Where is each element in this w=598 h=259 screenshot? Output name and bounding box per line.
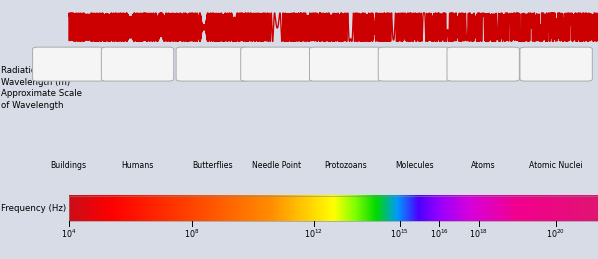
FancyBboxPatch shape	[240, 47, 313, 81]
FancyBboxPatch shape	[447, 47, 519, 81]
Text: Atomic Nuclei: Atomic Nuclei	[529, 161, 583, 170]
Text: Radiation Type
Wavelength (m): Radiation Type Wavelength (m)	[1, 66, 71, 87]
FancyBboxPatch shape	[102, 47, 173, 81]
Text: $10^{18}$: $10^{18}$	[469, 228, 489, 240]
Text: $10^{15}$: $10^{15}$	[390, 228, 409, 240]
FancyBboxPatch shape	[378, 47, 451, 81]
Text: $10^8$: $10^8$	[184, 228, 199, 240]
Text: Approximate Scale
of Wavelength: Approximate Scale of Wavelength	[1, 89, 82, 110]
Text: $10^{20}$: $10^{20}$	[546, 228, 565, 240]
Bar	[69, 196, 598, 221]
FancyBboxPatch shape	[310, 47, 382, 81]
FancyBboxPatch shape	[520, 47, 593, 81]
FancyBboxPatch shape	[176, 47, 249, 81]
Text: $10^{16}$: $10^{16}$	[430, 228, 448, 240]
Text: $10^4$: $10^4$	[61, 228, 77, 240]
Text: Butterflies: Butterflies	[192, 161, 233, 170]
Text: Molecules: Molecules	[395, 161, 434, 170]
Text: Atoms: Atoms	[471, 161, 496, 170]
FancyBboxPatch shape	[32, 47, 105, 81]
Text: Needle Point: Needle Point	[252, 161, 301, 170]
Text: Frequency (Hz): Frequency (Hz)	[1, 204, 66, 213]
Text: Buildings: Buildings	[51, 161, 87, 170]
Text: Humans: Humans	[121, 161, 154, 170]
Text: Protozoans: Protozoans	[324, 161, 367, 170]
Text: $10^{12}$: $10^{12}$	[304, 228, 324, 240]
